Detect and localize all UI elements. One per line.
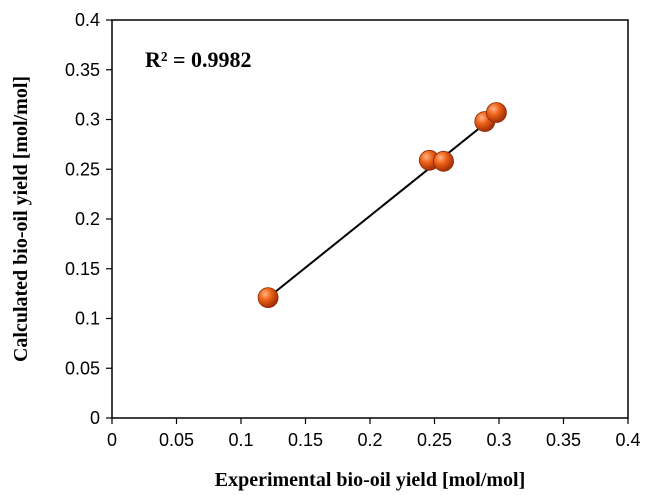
data-point — [257, 287, 279, 309]
x-tick-label: 0 — [107, 430, 117, 450]
r-squared-annotation: R² = 0.9982 — [145, 47, 252, 72]
fit-line — [267, 113, 498, 299]
y-axis-title: Calculated bio-oil yield [mol/mol] — [10, 76, 32, 362]
x-tick-label: 0.3 — [486, 430, 511, 450]
data-point — [486, 102, 507, 123]
y-tick-label: 0.15 — [65, 259, 100, 279]
y-tick-label: 0.3 — [75, 110, 100, 130]
x-tick-label: 0.15 — [288, 430, 323, 450]
x-tick-label: 0.2 — [357, 430, 382, 450]
y-tick-label: 0.1 — [75, 309, 100, 329]
x-tick-label: 0.25 — [417, 430, 452, 450]
data-point — [433, 150, 454, 172]
fit-line-group — [267, 113, 498, 299]
y-tick-label: 0.05 — [65, 358, 100, 378]
y-tick-label: 0.2 — [75, 209, 100, 229]
x-tick-label: 0.35 — [546, 430, 581, 450]
y-tick-label: 0.35 — [65, 60, 100, 80]
y-tick-label: 0.4 — [75, 10, 100, 30]
y-axis-ticks: 0 0.05 0.1 0.15 0.2 0.25 0.3 0.35 0.4 — [65, 10, 112, 428]
data-points — [257, 102, 507, 309]
x-tick-label: 0.05 — [159, 430, 194, 450]
y-tick-label: 0 — [90, 408, 100, 428]
x-tick-label: 0.1 — [228, 430, 253, 450]
x-axis-ticks: 0 0.05 0.1 0.15 0.2 0.25 0.3 0.35 0.4 — [107, 418, 641, 450]
y-tick-label: 0.25 — [65, 159, 100, 179]
x-tick-label: 0.4 — [615, 430, 640, 450]
plot-area — [111, 19, 629, 419]
x-axis-title: Experimental bio-oil yield [mol/mol] — [215, 469, 526, 491]
